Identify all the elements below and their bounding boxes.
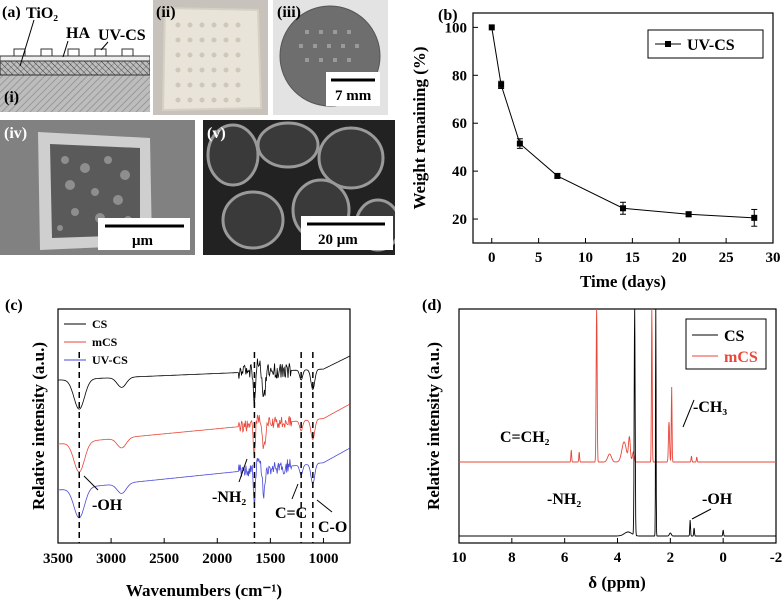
chart-b-ylabel: Weight remaining (%) — [410, 46, 429, 209]
tio2-layer — [0, 60, 150, 76]
chart-d-xtick-label: 2 — [667, 550, 675, 566]
chart-c-oh-pointer — [83, 475, 99, 491]
chart-c: (c) 3500 3000 2500 2000 1500 1000 CS mCS UV-C… — [5, 297, 351, 600]
scale-iii-text: 7 mm — [335, 88, 372, 104]
chart-c-legend-uvcs: UV-CS — [92, 353, 128, 367]
chart-c-anno-oh: -OH — [92, 497, 123, 514]
chart-b-ytick-label: 60 — [452, 116, 467, 132]
sub-iii-label: (iii) — [277, 4, 301, 21]
chart-c-cc-pointer — [291, 483, 299, 500]
chart-d-x-axis: 10 8 6 4 2 0 -2 — [452, 538, 783, 566]
chart-b-xtick-label: 30 — [766, 250, 781, 266]
chart-d-anno-cch2: C=CH₂ — [500, 429, 550, 446]
chart-b-y-axis: 20 40 60 80 100 — [445, 20, 478, 228]
chart-b-xtick-label: 5 — [535, 250, 543, 266]
chart-d-xtick-label: 10 — [452, 550, 467, 566]
chart-d-legend-mcs: mCS — [724, 349, 758, 366]
chart-c-xtick-label: 3500 — [43, 551, 73, 567]
chart-c-xtick-label: 1000 — [308, 551, 338, 567]
schematic-layers: (a) TiO₂ HA UV-CS (i) — [0, 4, 150, 112]
chart-b-xtick-label: 10 — [578, 250, 593, 266]
chart-d-series-cs — [459, 308, 776, 537]
chart-b-ytick-label: 20 — [452, 212, 467, 228]
chart-d-panel-label: (d) — [422, 297, 442, 314]
uvcs-label: UV-CS — [98, 27, 146, 44]
chart-b-point — [751, 214, 758, 221]
sub-iv-label: (iv) — [4, 125, 27, 142]
chart-c-frame — [57, 308, 351, 544]
chart-c-legend: CS mCS UV-CS — [64, 317, 128, 367]
chart-c-panel-label: (c) — [5, 297, 23, 314]
chart-b-xtick-label: 20 — [672, 250, 687, 266]
chart-b: (b) 20 40 60 80 100 0 5 10 15 20 25 30 UV-CS Time … — [410, 7, 781, 291]
chart-b-point — [498, 81, 505, 88]
chart-d-anno-oh: -OH — [702, 491, 733, 508]
chart-b-xtick-label: 15 — [625, 250, 640, 266]
chart-b-ytick-label: 80 — [452, 68, 467, 84]
chart-b-ytick-label: 40 — [452, 164, 467, 180]
chart-d-xtick-label: -2 — [770, 550, 783, 566]
chart-c-xtick-label: 3000 — [96, 551, 126, 567]
chart-c-x-axis: 3500 3000 2500 2000 1500 1000 — [43, 538, 338, 567]
chart-b-legend-text: UV-CS — [687, 37, 735, 54]
chart-d-xtick-label: 6 — [561, 550, 569, 566]
chart-b-legend: UV-CS — [647, 29, 764, 59]
chart-b-ytick-label: 100 — [445, 20, 468, 36]
panel-a-label: (a) — [2, 4, 21, 21]
chart-c-legend-mcs: mCS — [92, 335, 118, 349]
chart-b-panel-label: (b) — [438, 7, 458, 24]
sub-ii-label: (ii) — [156, 4, 176, 21]
chart-c-anno-cc: C=C — [275, 505, 307, 522]
chart-c-co-pointer — [316, 499, 333, 513]
tio2-label: TiO₂ — [26, 5, 58, 22]
chart-d-xtick-label: 8 — [508, 550, 515, 566]
chart-d-ylabel: Relative intensity (a.u.) — [424, 342, 443, 510]
sem-v: 20 μm (v) — [203, 120, 395, 255]
chart-d: (d) 10 8 6 4 2 0 -2 CS mCS C=CH₂ -CH₃ -NH₂ -OH… — [422, 297, 783, 592]
uvcs-blocks — [13, 48, 134, 57]
chart-b-x-axis: 0 5 10 15 20 25 30 — [488, 238, 781, 266]
chart-b-point — [685, 211, 692, 218]
chart-d-xtick-label: 0 — [719, 550, 727, 566]
chart-c-series-cs — [58, 355, 350, 410]
scale-v-text: 20 μm — [318, 232, 358, 248]
photo-iii: 7 mm (iii) — [273, 0, 388, 115]
chart-d-legend-cs: CS — [724, 328, 745, 345]
chart-b-points — [488, 24, 758, 227]
chart-c-ylabel: Relative intensity (a.u.) — [29, 342, 48, 510]
chart-d-series-mcs — [459, 308, 776, 463]
chart-b-xtick-label: 25 — [719, 250, 734, 266]
chart-c-legend-cs: CS — [92, 317, 108, 331]
photo-ii: (ii) — [153, 0, 268, 115]
chart-c-anno-co: C-O — [318, 519, 347, 536]
chart-c-xtick-label: 2000 — [202, 551, 232, 567]
chart-d-anno-nh2: -NH₂ — [547, 491, 581, 508]
chart-c-nh2-pointer — [238, 458, 248, 483]
chart-c-band-markers — [78, 352, 314, 543]
chart-d-xtick-label: 4 — [614, 550, 622, 566]
chart-d-anno-ch3: -CH₃ — [693, 399, 727, 416]
sub-v-label: (v) — [207, 125, 226, 142]
chart-b-xtick-label: 0 — [488, 250, 496, 266]
chart-b-point — [554, 172, 561, 179]
chart-c-xtick-label: 1500 — [255, 551, 285, 567]
chart-d-ch3-pointer — [682, 399, 695, 428]
chart-c-xtick-label: 2500 — [149, 551, 179, 567]
chart-b-point — [488, 24, 495, 31]
chart-b-xlabel: Time (days) — [580, 272, 666, 291]
chart-b-frame — [472, 12, 774, 244]
sem-iv: μm (iv) — [0, 120, 195, 255]
chart-c-series-mcs — [58, 403, 351, 473]
chart-d-legend: CS mCS — [685, 318, 767, 370]
chart-c-anno-nh2: -NH₂ — [212, 489, 246, 506]
chart-b-point — [620, 205, 626, 212]
chart-c-xlabel: Wavenumbers (cm⁻¹) — [126, 581, 282, 600]
scale-iv-text: μm — [132, 233, 154, 249]
sub-i-label: (i) — [4, 89, 19, 106]
ha-label: HA — [66, 25, 90, 42]
panel-a: (a) TiO₂ HA UV-CS (i) (ii) 7 mm (iii) — [0, 0, 400, 260]
chart-b-point — [516, 140, 523, 147]
chart-d-xlabel: δ (ppm) — [588, 573, 645, 592]
chart-d-oh-pointer — [691, 508, 712, 520]
